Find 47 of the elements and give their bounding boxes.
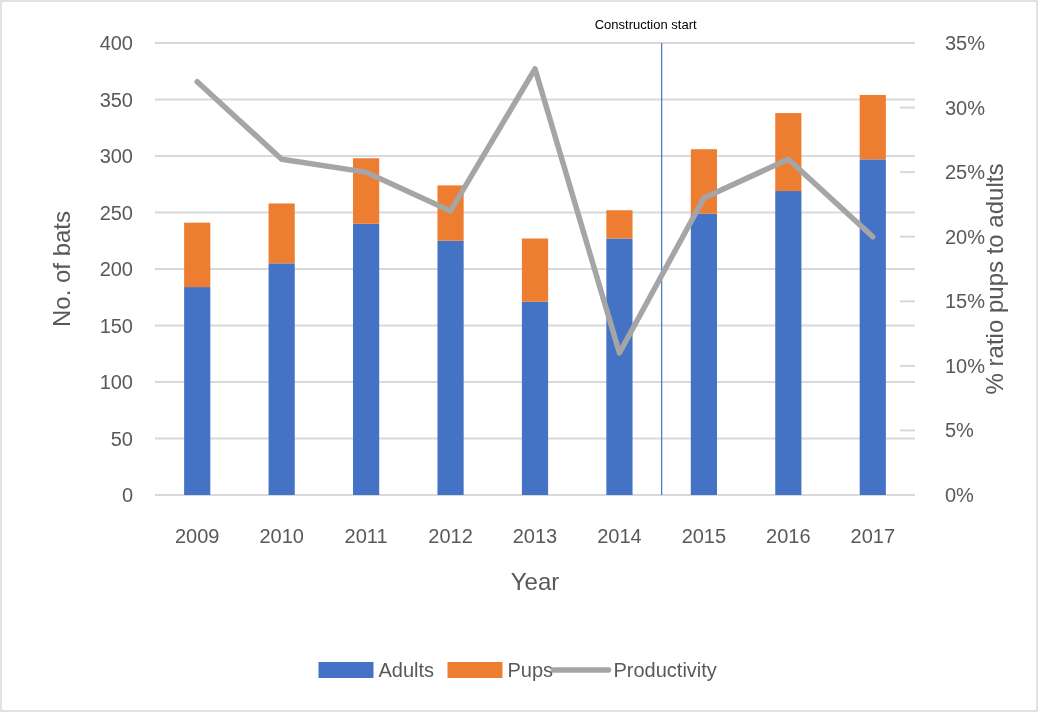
bar bbox=[606, 210, 633, 239]
y2-tick-label: 35% bbox=[945, 32, 986, 54]
y-tick-label: 50 bbox=[110, 427, 133, 450]
y-tick-label: 150 bbox=[99, 314, 133, 337]
bar bbox=[353, 223, 380, 495]
x-tick-label: 2011 bbox=[344, 525, 388, 547]
y-tick-label: 0 bbox=[121, 484, 133, 506]
bar bbox=[690, 213, 717, 495]
x-tick-label: 2016 bbox=[766, 525, 811, 547]
bar bbox=[437, 240, 464, 495]
y2-tick-label: 15% bbox=[945, 290, 986, 313]
y2-tick-label: 30% bbox=[945, 96, 986, 119]
y2-tick-label: 5% bbox=[945, 419, 975, 442]
bar bbox=[353, 158, 380, 224]
legend-label: Pups bbox=[507, 659, 554, 681]
x-tick-label: 2014 bbox=[597, 525, 642, 547]
y-tick-label: 200 bbox=[99, 258, 133, 280]
bar bbox=[268, 203, 295, 264]
x-tick-label: 2012 bbox=[428, 525, 473, 547]
y-tick-label: 300 bbox=[99, 145, 133, 167]
y-tick-label: 250 bbox=[99, 201, 133, 224]
bar bbox=[521, 301, 549, 495]
legend-label: Adults bbox=[378, 659, 435, 681]
x-axis-title: Year bbox=[510, 568, 560, 595]
y2-tick-label: 20% bbox=[945, 225, 986, 248]
y-tick-label: 100 bbox=[99, 371, 133, 393]
bar bbox=[268, 263, 295, 495]
y2-tick-label: 25% bbox=[945, 161, 986, 184]
bar bbox=[775, 191, 802, 495]
y-axis-title: No. of bats bbox=[48, 210, 75, 328]
x-tick-label: 2010 bbox=[259, 525, 304, 547]
x-tick-label: 2017 bbox=[850, 525, 896, 547]
x-tick-label: 2015 bbox=[681, 525, 727, 547]
bar bbox=[775, 113, 802, 192]
x-tick-label: 2009 bbox=[174, 525, 220, 547]
legend-label: Productivity bbox=[613, 659, 717, 681]
ref-line-label: Construction start bbox=[594, 17, 697, 32]
y-tick-label: 400 bbox=[99, 32, 133, 54]
bar bbox=[606, 238, 633, 495]
bar bbox=[184, 222, 211, 288]
x-tick-label: 2013 bbox=[512, 525, 558, 547]
y-tick-label: 350 bbox=[99, 88, 133, 111]
bar bbox=[859, 159, 886, 495]
y2-tick-label: 0% bbox=[945, 484, 975, 506]
bar bbox=[521, 238, 549, 302]
bar bbox=[184, 287, 211, 495]
bar bbox=[859, 94, 886, 160]
